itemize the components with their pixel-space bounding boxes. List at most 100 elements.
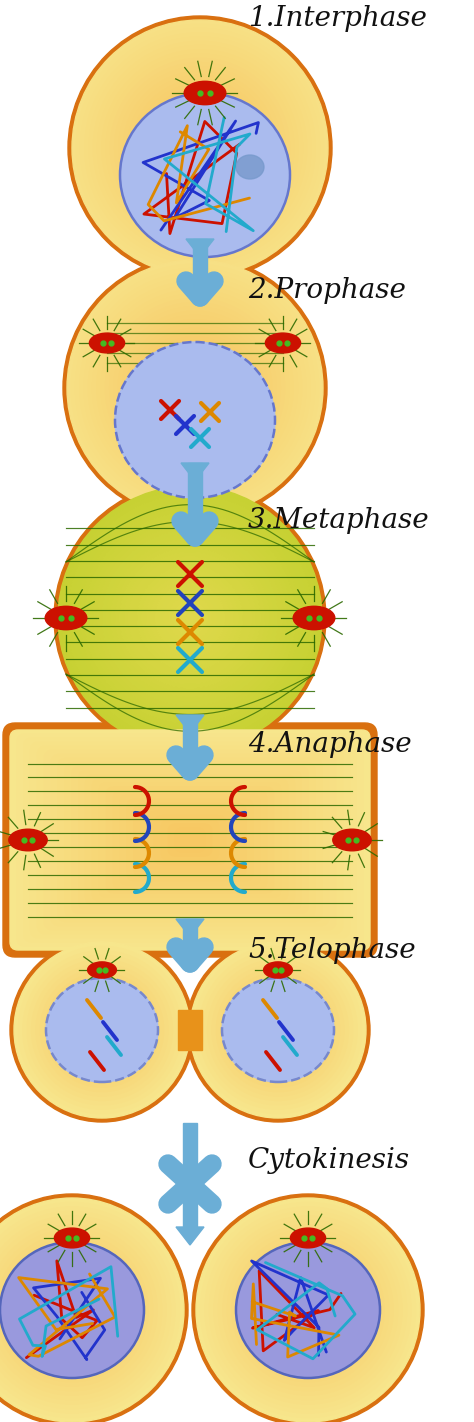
Ellipse shape (263, 1266, 353, 1355)
Ellipse shape (102, 50, 298, 246)
Ellipse shape (228, 1230, 389, 1391)
Ellipse shape (286, 1287, 330, 1332)
Ellipse shape (88, 961, 117, 978)
Ellipse shape (250, 1251, 366, 1368)
Ellipse shape (0, 1194, 188, 1422)
Polygon shape (186, 239, 214, 257)
Ellipse shape (88, 282, 301, 495)
Text: 1.Interphase: 1.Interphase (248, 4, 427, 31)
Ellipse shape (67, 260, 323, 516)
Ellipse shape (252, 1004, 304, 1057)
Ellipse shape (243, 995, 313, 1065)
FancyBboxPatch shape (65, 762, 315, 917)
Ellipse shape (58, 486, 322, 749)
Ellipse shape (0, 1239, 144, 1382)
Ellipse shape (186, 614, 194, 623)
Ellipse shape (124, 552, 256, 684)
FancyBboxPatch shape (79, 771, 301, 909)
Ellipse shape (178, 371, 212, 405)
Ellipse shape (36, 964, 168, 1096)
Ellipse shape (45, 1283, 99, 1337)
Ellipse shape (54, 482, 326, 754)
Ellipse shape (10, 939, 194, 1122)
FancyBboxPatch shape (193, 282, 207, 297)
Ellipse shape (81, 28, 319, 267)
Ellipse shape (140, 88, 260, 208)
Ellipse shape (281, 1283, 335, 1337)
Ellipse shape (46, 978, 158, 1082)
Ellipse shape (84, 1012, 119, 1048)
Ellipse shape (265, 333, 301, 353)
Ellipse shape (0, 1241, 144, 1378)
FancyBboxPatch shape (113, 791, 267, 889)
Ellipse shape (256, 1008, 300, 1052)
Ellipse shape (71, 499, 309, 737)
Ellipse shape (232, 1234, 384, 1386)
Ellipse shape (170, 118, 230, 178)
Ellipse shape (217, 968, 339, 1092)
Ellipse shape (71, 264, 319, 512)
Ellipse shape (27, 1266, 117, 1355)
Ellipse shape (63, 990, 142, 1069)
Ellipse shape (219, 1220, 398, 1399)
Ellipse shape (153, 101, 247, 195)
Ellipse shape (264, 961, 292, 978)
Ellipse shape (184, 81, 226, 105)
Ellipse shape (115, 63, 285, 233)
Ellipse shape (234, 985, 322, 1074)
Ellipse shape (111, 539, 269, 697)
Ellipse shape (23, 951, 181, 1109)
Ellipse shape (187, 135, 213, 161)
Ellipse shape (299, 1301, 317, 1320)
Ellipse shape (75, 503, 304, 732)
Ellipse shape (136, 84, 264, 212)
FancyBboxPatch shape (183, 947, 197, 963)
Ellipse shape (183, 131, 217, 165)
Ellipse shape (0, 1224, 157, 1395)
FancyBboxPatch shape (147, 812, 232, 869)
FancyBboxPatch shape (72, 766, 308, 913)
Ellipse shape (45, 606, 87, 630)
Ellipse shape (32, 1270, 112, 1351)
Ellipse shape (0, 1216, 166, 1404)
Ellipse shape (133, 560, 247, 675)
Ellipse shape (89, 1017, 115, 1044)
Ellipse shape (131, 324, 259, 452)
Ellipse shape (55, 1229, 90, 1249)
Ellipse shape (114, 307, 276, 469)
Ellipse shape (27, 956, 177, 1105)
Ellipse shape (76, 24, 324, 272)
Ellipse shape (0, 1212, 171, 1409)
Ellipse shape (194, 947, 362, 1113)
Ellipse shape (40, 968, 164, 1092)
Ellipse shape (67, 995, 137, 1065)
Ellipse shape (268, 1270, 348, 1351)
FancyBboxPatch shape (155, 816, 226, 865)
Ellipse shape (144, 337, 246, 439)
Ellipse shape (92, 286, 297, 491)
Ellipse shape (174, 122, 226, 173)
Ellipse shape (260, 1012, 296, 1048)
Ellipse shape (254, 1256, 362, 1364)
Ellipse shape (45, 973, 159, 1088)
Ellipse shape (210, 1212, 407, 1409)
FancyBboxPatch shape (188, 520, 202, 538)
Ellipse shape (18, 1256, 126, 1364)
Ellipse shape (137, 565, 243, 671)
Ellipse shape (59, 1297, 85, 1324)
FancyBboxPatch shape (183, 755, 197, 771)
Ellipse shape (333, 829, 371, 850)
Ellipse shape (63, 256, 327, 520)
Ellipse shape (208, 960, 348, 1101)
Ellipse shape (139, 333, 250, 444)
Ellipse shape (241, 1243, 375, 1376)
Ellipse shape (98, 46, 302, 250)
Ellipse shape (54, 1293, 90, 1328)
FancyBboxPatch shape (37, 747, 343, 934)
Ellipse shape (106, 535, 273, 701)
Ellipse shape (161, 354, 229, 422)
Ellipse shape (36, 1274, 108, 1345)
Ellipse shape (54, 981, 150, 1078)
Ellipse shape (67, 1305, 76, 1314)
Ellipse shape (0, 1220, 162, 1399)
